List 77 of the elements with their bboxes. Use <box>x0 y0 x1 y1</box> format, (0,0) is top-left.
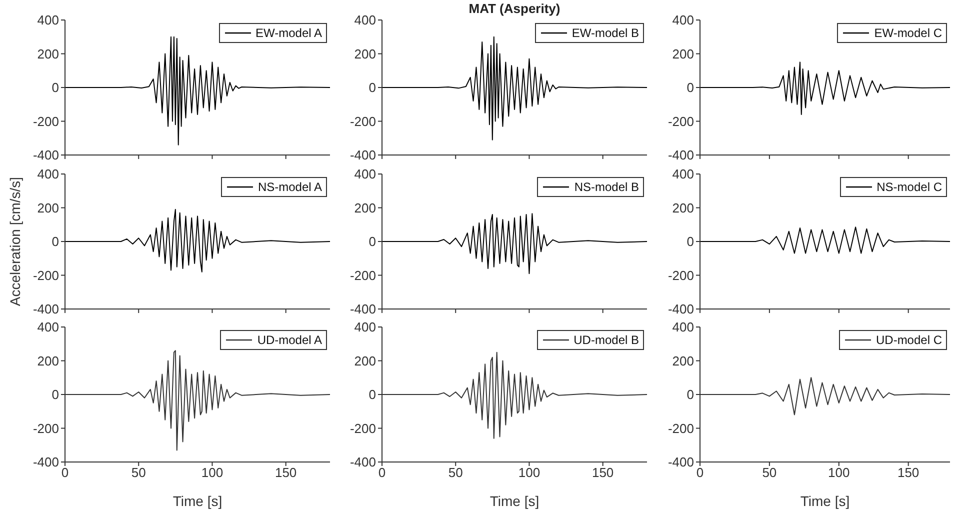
line-series <box>382 36 647 140</box>
y-tick-label: -200 <box>668 420 694 436</box>
y-tick-label: -400 <box>668 454 694 470</box>
y-tick-label: 400 <box>672 166 694 182</box>
x-axis-title: Time [s] <box>800 493 850 509</box>
y-tick-label: 400 <box>354 166 376 182</box>
x-tick-label: 100 <box>828 465 850 480</box>
y-tick-label: -200 <box>668 114 694 129</box>
y-tick-label: -400 <box>350 302 376 317</box>
y-axis-title: Acceleration [cm/s/s] <box>6 176 23 306</box>
y-tick-label: 400 <box>37 12 59 28</box>
legend-label: EW-model B <box>572 25 639 42</box>
y-tick-label: 400 <box>672 320 694 335</box>
y-tick-label: 0 <box>52 387 59 402</box>
y-tick-label: -400 <box>32 302 59 317</box>
x-tick-label: 100 <box>201 465 224 480</box>
legend-label: UD-model B <box>574 332 639 349</box>
y-tick-label: -400 <box>668 302 694 317</box>
y-tick-label: 0 <box>52 80 59 96</box>
x-axis-title: Time [s] <box>490 493 540 509</box>
line-series <box>65 36 330 146</box>
legend-label: NS-model A <box>258 179 322 196</box>
x-tick-label: 0 <box>61 465 69 480</box>
y-tick-label: 200 <box>672 353 694 368</box>
x-tick-label: 150 <box>897 465 920 480</box>
line-series <box>700 226 950 254</box>
y-tick-label: 0 <box>368 234 376 250</box>
y-tick-label: -200 <box>350 268 376 283</box>
x-tick-label: 0 <box>696 465 704 480</box>
x-axis-title: Time [s] <box>172 493 222 509</box>
y-tick-label: 200 <box>672 200 694 216</box>
legend-label: UD-model C <box>876 332 942 349</box>
y-tick-label: 400 <box>37 166 59 182</box>
y-tick-label: 400 <box>354 320 376 335</box>
y-tick-label: -200 <box>32 420 59 436</box>
y-tick-label: -400 <box>350 454 376 470</box>
y-tick-label: -400 <box>668 148 694 163</box>
y-tick-label: 400 <box>354 12 376 28</box>
legend-label: UD-model A <box>257 332 322 349</box>
y-tick-label: 200 <box>37 200 59 216</box>
y-tick-label: 200 <box>354 353 376 368</box>
legend-label: EW-model A <box>256 25 322 42</box>
legend-label: NS-model B <box>574 179 639 196</box>
x-tick-label: 50 <box>131 465 146 480</box>
x-tick-label: 50 <box>762 465 777 480</box>
y-tick-label: -400 <box>32 148 59 163</box>
y-tick-label: 400 <box>672 12 694 28</box>
line-series <box>700 62 950 115</box>
y-tick-label: 400 <box>37 320 59 335</box>
y-tick-label: -200 <box>350 114 376 129</box>
x-tick-label: 100 <box>518 465 540 480</box>
x-tick-label: 150 <box>274 465 297 480</box>
line-series <box>65 208 330 272</box>
y-tick-label: -400 <box>350 148 376 163</box>
y-tick-label: 0 <box>686 387 694 402</box>
y-tick-label: 200 <box>37 46 59 62</box>
y-tick-label: 0 <box>686 234 694 250</box>
y-tick-label: -200 <box>32 268 59 283</box>
y-tick-label: 200 <box>37 353 59 368</box>
y-tick-label: 200 <box>354 46 376 62</box>
y-tick-label: -200 <box>350 420 376 436</box>
line-series <box>382 213 647 274</box>
chart-title: MAT (Asperity) <box>468 1 562 16</box>
y-tick-label: -400 <box>32 454 59 470</box>
y-tick-label: 0 <box>52 234 59 250</box>
y-tick-label: -200 <box>668 268 694 283</box>
y-tick-label: -200 <box>32 114 59 129</box>
x-tick-label: 0 <box>378 465 386 480</box>
y-tick-label: 200 <box>672 46 694 62</box>
y-tick-label: 0 <box>368 80 376 96</box>
legend-label: EW-model C <box>874 25 942 42</box>
x-tick-label: 50 <box>448 465 463 480</box>
y-tick-label: 0 <box>368 387 376 402</box>
y-tick-label: 200 <box>354 200 376 216</box>
x-tick-label: 150 <box>592 465 614 480</box>
y-tick-label: 0 <box>686 80 694 96</box>
legend-label: NS-model C <box>876 179 942 196</box>
